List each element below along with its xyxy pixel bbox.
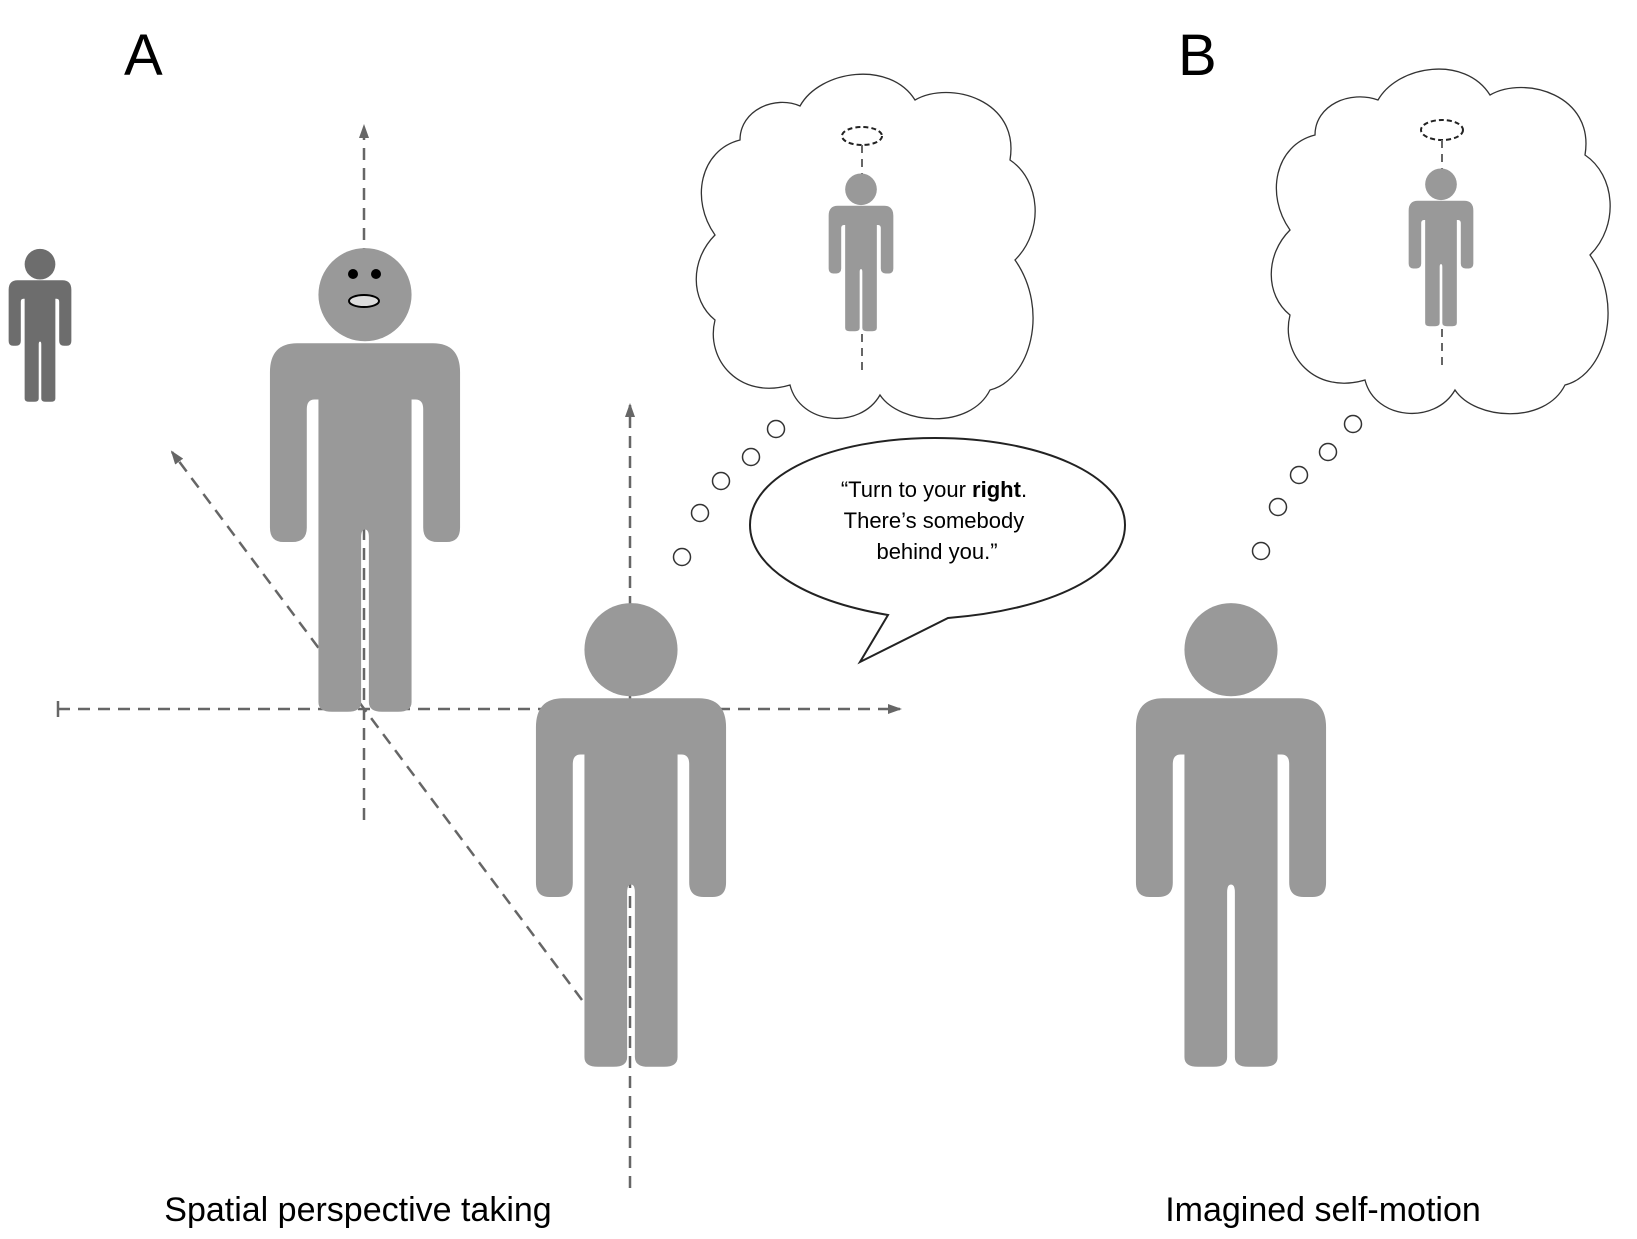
speech-bold-word: right [972, 477, 1022, 502]
thought-trail-a [672, 419, 786, 567]
speech-line1-end: . [1021, 477, 1027, 502]
right-eye-icon [371, 269, 381, 279]
trail-circle [1343, 414, 1363, 434]
small-person-icon [8, 248, 72, 402]
trail-circle [766, 419, 786, 439]
trail-circle [741, 447, 761, 467]
speech-quote-open: “Turn to your [841, 477, 972, 502]
trail-circle [1268, 497, 1288, 517]
self-person-icon [1135, 603, 1327, 1067]
speech-bubble: “Turn to your right. There’s somebody be… [748, 436, 1127, 665]
trail-circle [711, 471, 731, 491]
speech-text: “Turn to your right. There’s somebody be… [841, 477, 1033, 564]
thought-trail-b [1251, 414, 1363, 561]
speech-line2: There’s somebody [844, 508, 1025, 533]
target-person-icon [269, 248, 461, 712]
left-eye-icon [348, 269, 358, 279]
trail-circle [1318, 442, 1338, 462]
thought-cloud-a [695, 73, 1036, 420]
caption-a: Spatial perspective taking [164, 1191, 551, 1229]
trail-circle [1289, 465, 1309, 485]
target-person [269, 248, 461, 712]
rotation-ellipse-icon [841, 126, 883, 146]
panel-label-b: B [1178, 23, 1217, 88]
trail-circle [690, 503, 710, 523]
panel-label-a: A [124, 23, 163, 88]
trail-circle [672, 547, 692, 567]
trail-circle [1251, 541, 1271, 561]
caption-b: Imagined self-motion [1165, 1191, 1481, 1229]
thought-cloud-b [1270, 68, 1611, 415]
speech-bubble-icon [748, 436, 1127, 665]
axis-diagonal [170, 450, 584, 1001]
mouth-icon [348, 294, 380, 308]
speech-line3: behind you.” [876, 539, 997, 564]
